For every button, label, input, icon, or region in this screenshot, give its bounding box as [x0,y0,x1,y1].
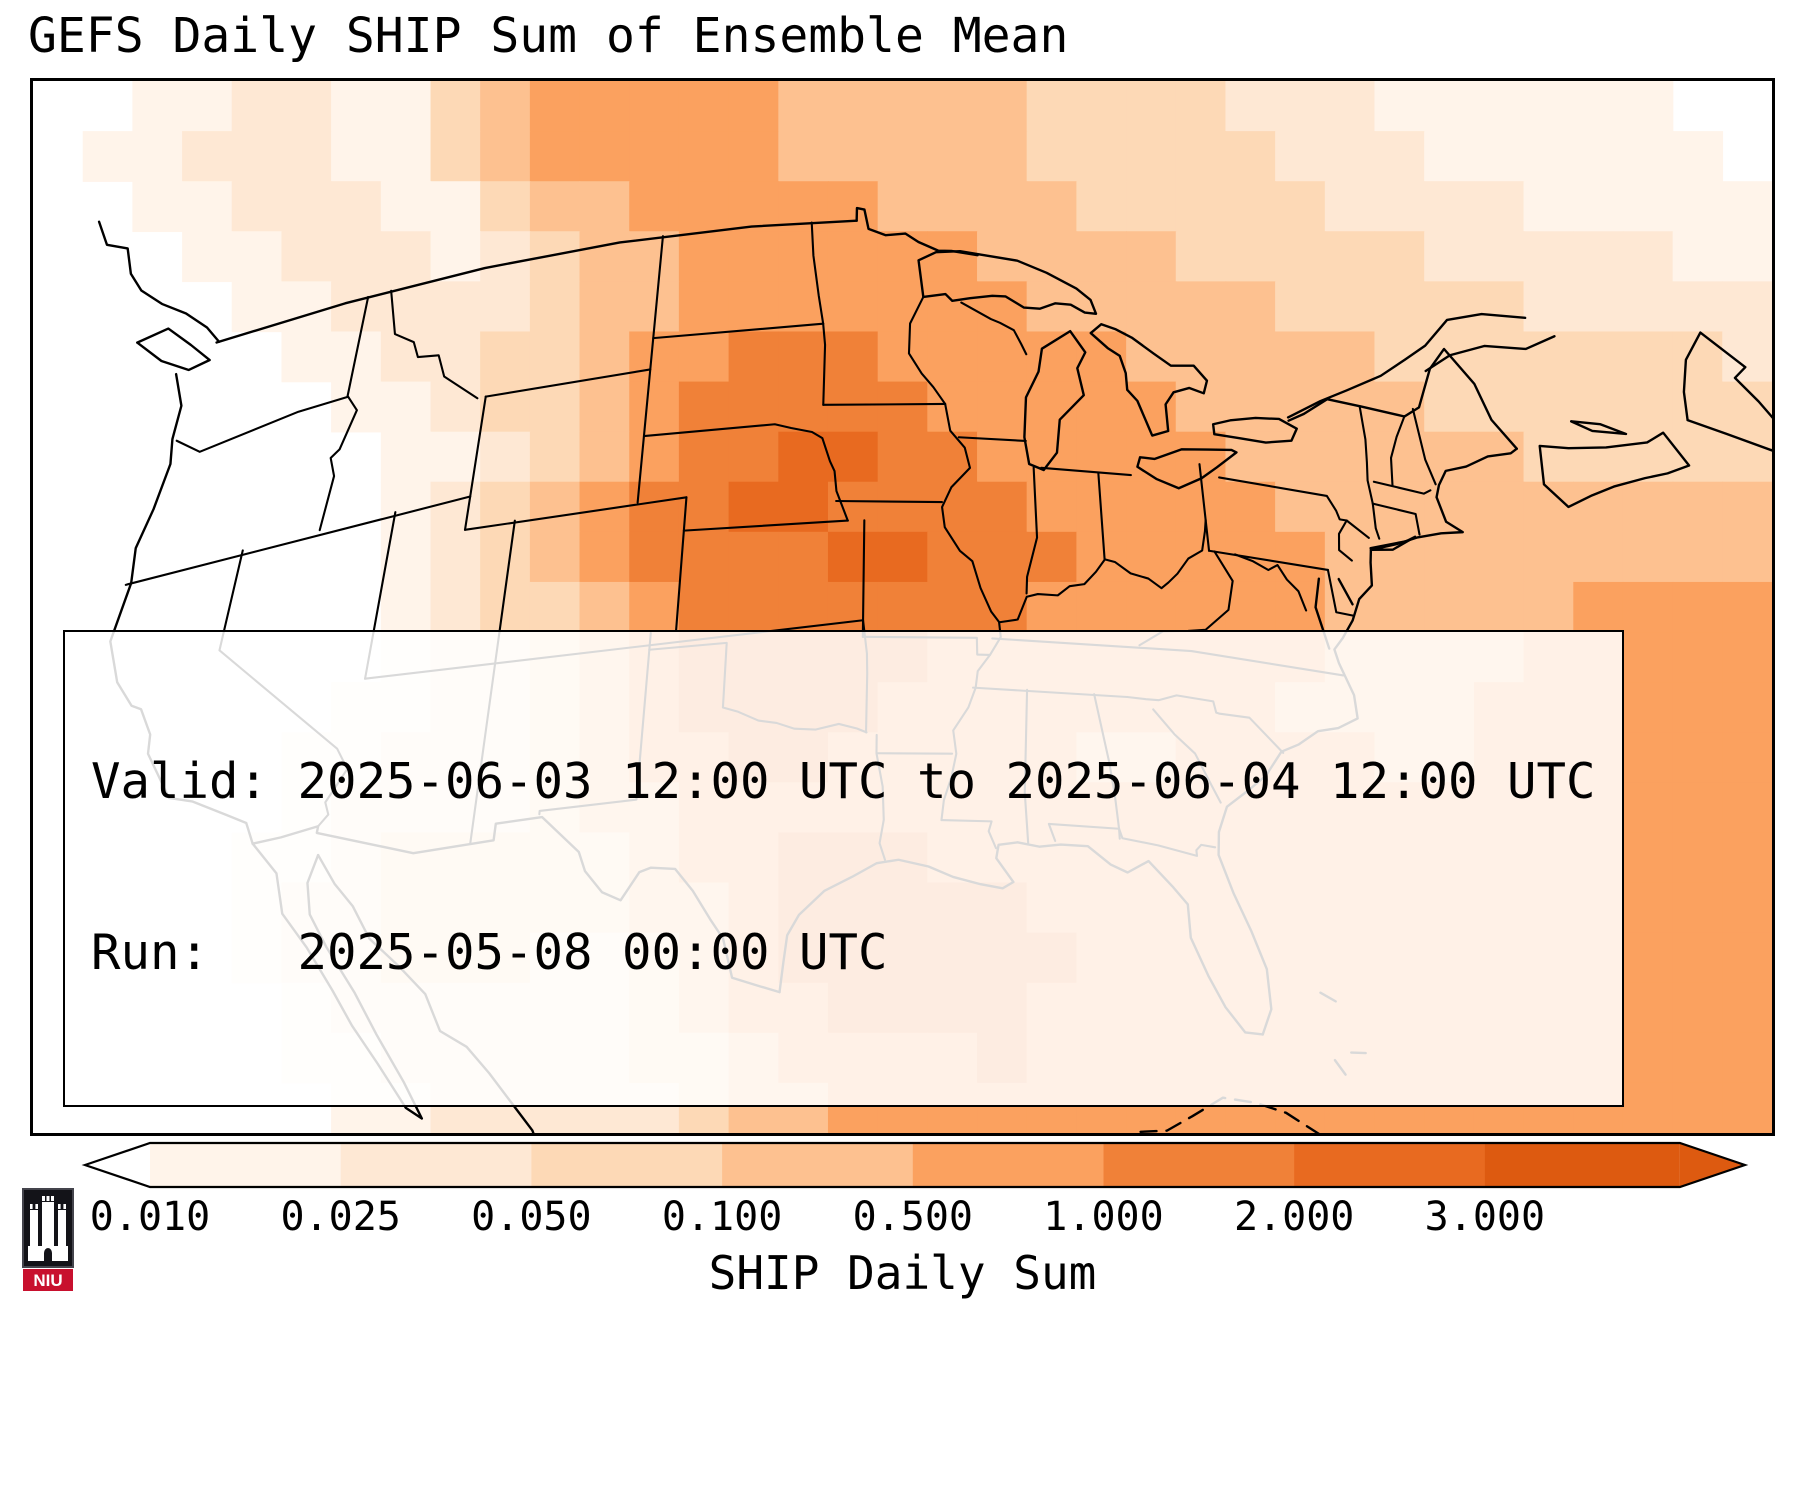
niu-logo-text: NIU [33,1271,62,1290]
colorbar-tick-label: 0.050 [471,1194,592,1240]
colorbar-bar [81,1141,1749,1189]
castle-gate [44,1248,52,1261]
colorbar-tick-label: 3.000 [1424,1194,1546,1240]
run-time-text: Run: 2025-05-08 00:00 UTC [91,923,888,981]
figure-title: GEFS Daily SHIP Sum of Ensemble Mean [28,8,1069,64]
colorbar-tick-label: 1.000 [1043,1194,1164,1240]
colorbar-label: SHIP Daily Sum [708,1246,1097,1300]
colorbar-ticks: 0.010 0.025 0.050 0.100 0.500 1.000 2.000 3.000 [30,1194,1775,1240]
colorbar-tick-label: 0.500 [852,1194,974,1240]
colorbar [30,1141,1775,1189]
colorbar-tick-label: 0.025 [280,1194,401,1240]
colorbar-tick-label: 0.100 [661,1194,783,1240]
niu-logo: NIU [22,1188,74,1292]
valid-time-text: Valid: 2025-06-03 12:00 UTC to 2025-06-0… [91,753,1596,811]
map-axes: Valid: 2025-06-03 12:00 UTC to 2025-06-0… [30,78,1775,1136]
valid-run-infobox: Valid: 2025-06-03 12:00 UTC to 2025-06-0… [63,630,1624,1107]
niu-banner [23,1269,73,1291]
colorbar-tick-label: 2.000 [1233,1194,1355,1240]
niu-shield-icon: NIU [22,1188,74,1291]
colorbar-tick-label: 0.010 [89,1194,211,1240]
